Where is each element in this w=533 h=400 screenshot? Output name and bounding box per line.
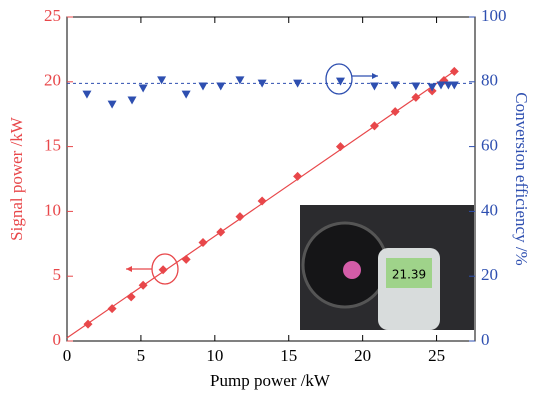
data-point — [427, 83, 437, 92]
y-tick-label: 0 — [53, 330, 62, 349]
data-point — [369, 121, 379, 131]
y2-tick-label: 60 — [481, 136, 498, 155]
data-point — [126, 292, 136, 302]
data-point — [216, 82, 226, 91]
data-point — [411, 92, 421, 102]
data-point — [443, 81, 453, 90]
y-tick-label: 5 — [53, 265, 62, 284]
data-point — [198, 82, 208, 91]
data-point — [335, 142, 345, 152]
data-point — [127, 96, 137, 105]
data-point — [181, 90, 191, 99]
x-tick-label: 0 — [63, 346, 72, 365]
y-axis-label: Signal power /kW — [7, 116, 26, 241]
data-point — [335, 77, 345, 86]
y-tick-label: 10 — [44, 200, 61, 219]
y2-tick-label: 80 — [481, 71, 498, 90]
annotation-circle — [325, 63, 353, 95]
data-point — [82, 90, 92, 99]
inset-reading: 21.39 — [392, 268, 426, 282]
data-point — [157, 76, 167, 85]
data-point — [449, 81, 459, 90]
x-tick-label: 20 — [354, 346, 371, 365]
data-point — [436, 81, 446, 90]
data-point — [293, 79, 303, 88]
x-tick-label: 5 — [137, 346, 146, 365]
data-point — [235, 212, 245, 222]
data-point — [411, 82, 421, 91]
y-tick-label: 15 — [44, 136, 61, 155]
data-point — [107, 100, 117, 109]
annotation-arrowhead — [126, 266, 132, 272]
data-point — [138, 84, 148, 93]
y-tick-label: 20 — [44, 71, 61, 90]
y2-tick-label: 40 — [481, 200, 498, 219]
data-point — [257, 196, 267, 206]
y2-tick-label: 100 — [481, 6, 507, 25]
data-point — [257, 79, 267, 88]
data-point — [216, 227, 226, 237]
inset-photo: 21.39 — [300, 205, 474, 330]
annotations — [126, 63, 378, 285]
x-axis-label: Pump power /kW — [210, 371, 331, 390]
data-point — [390, 81, 400, 90]
data-point — [138, 280, 148, 290]
data-point — [198, 238, 208, 248]
y2-tick-label: 20 — [481, 265, 498, 284]
data-point — [83, 319, 93, 329]
data-point — [449, 66, 459, 76]
y2-tick-label: 0 — [481, 330, 490, 349]
photo-screen — [386, 258, 432, 288]
data-point — [107, 304, 117, 314]
data-point — [293, 171, 303, 181]
annotation-arrowhead — [372, 73, 378, 79]
x-tick-label: 25 — [428, 346, 445, 365]
x-tick-label: 15 — [280, 346, 297, 365]
y-tick-label: 25 — [44, 6, 61, 25]
data-point — [235, 76, 245, 85]
plot-frame — [66, 16, 476, 342]
photo-glow — [343, 261, 361, 279]
y2-axis-label: Conversion efficiency /% — [512, 92, 531, 265]
data-point — [158, 265, 168, 275]
data-point — [181, 254, 191, 264]
data-point — [390, 107, 400, 117]
data-point — [369, 82, 379, 91]
x-tick-label: 10 — [206, 346, 223, 365]
